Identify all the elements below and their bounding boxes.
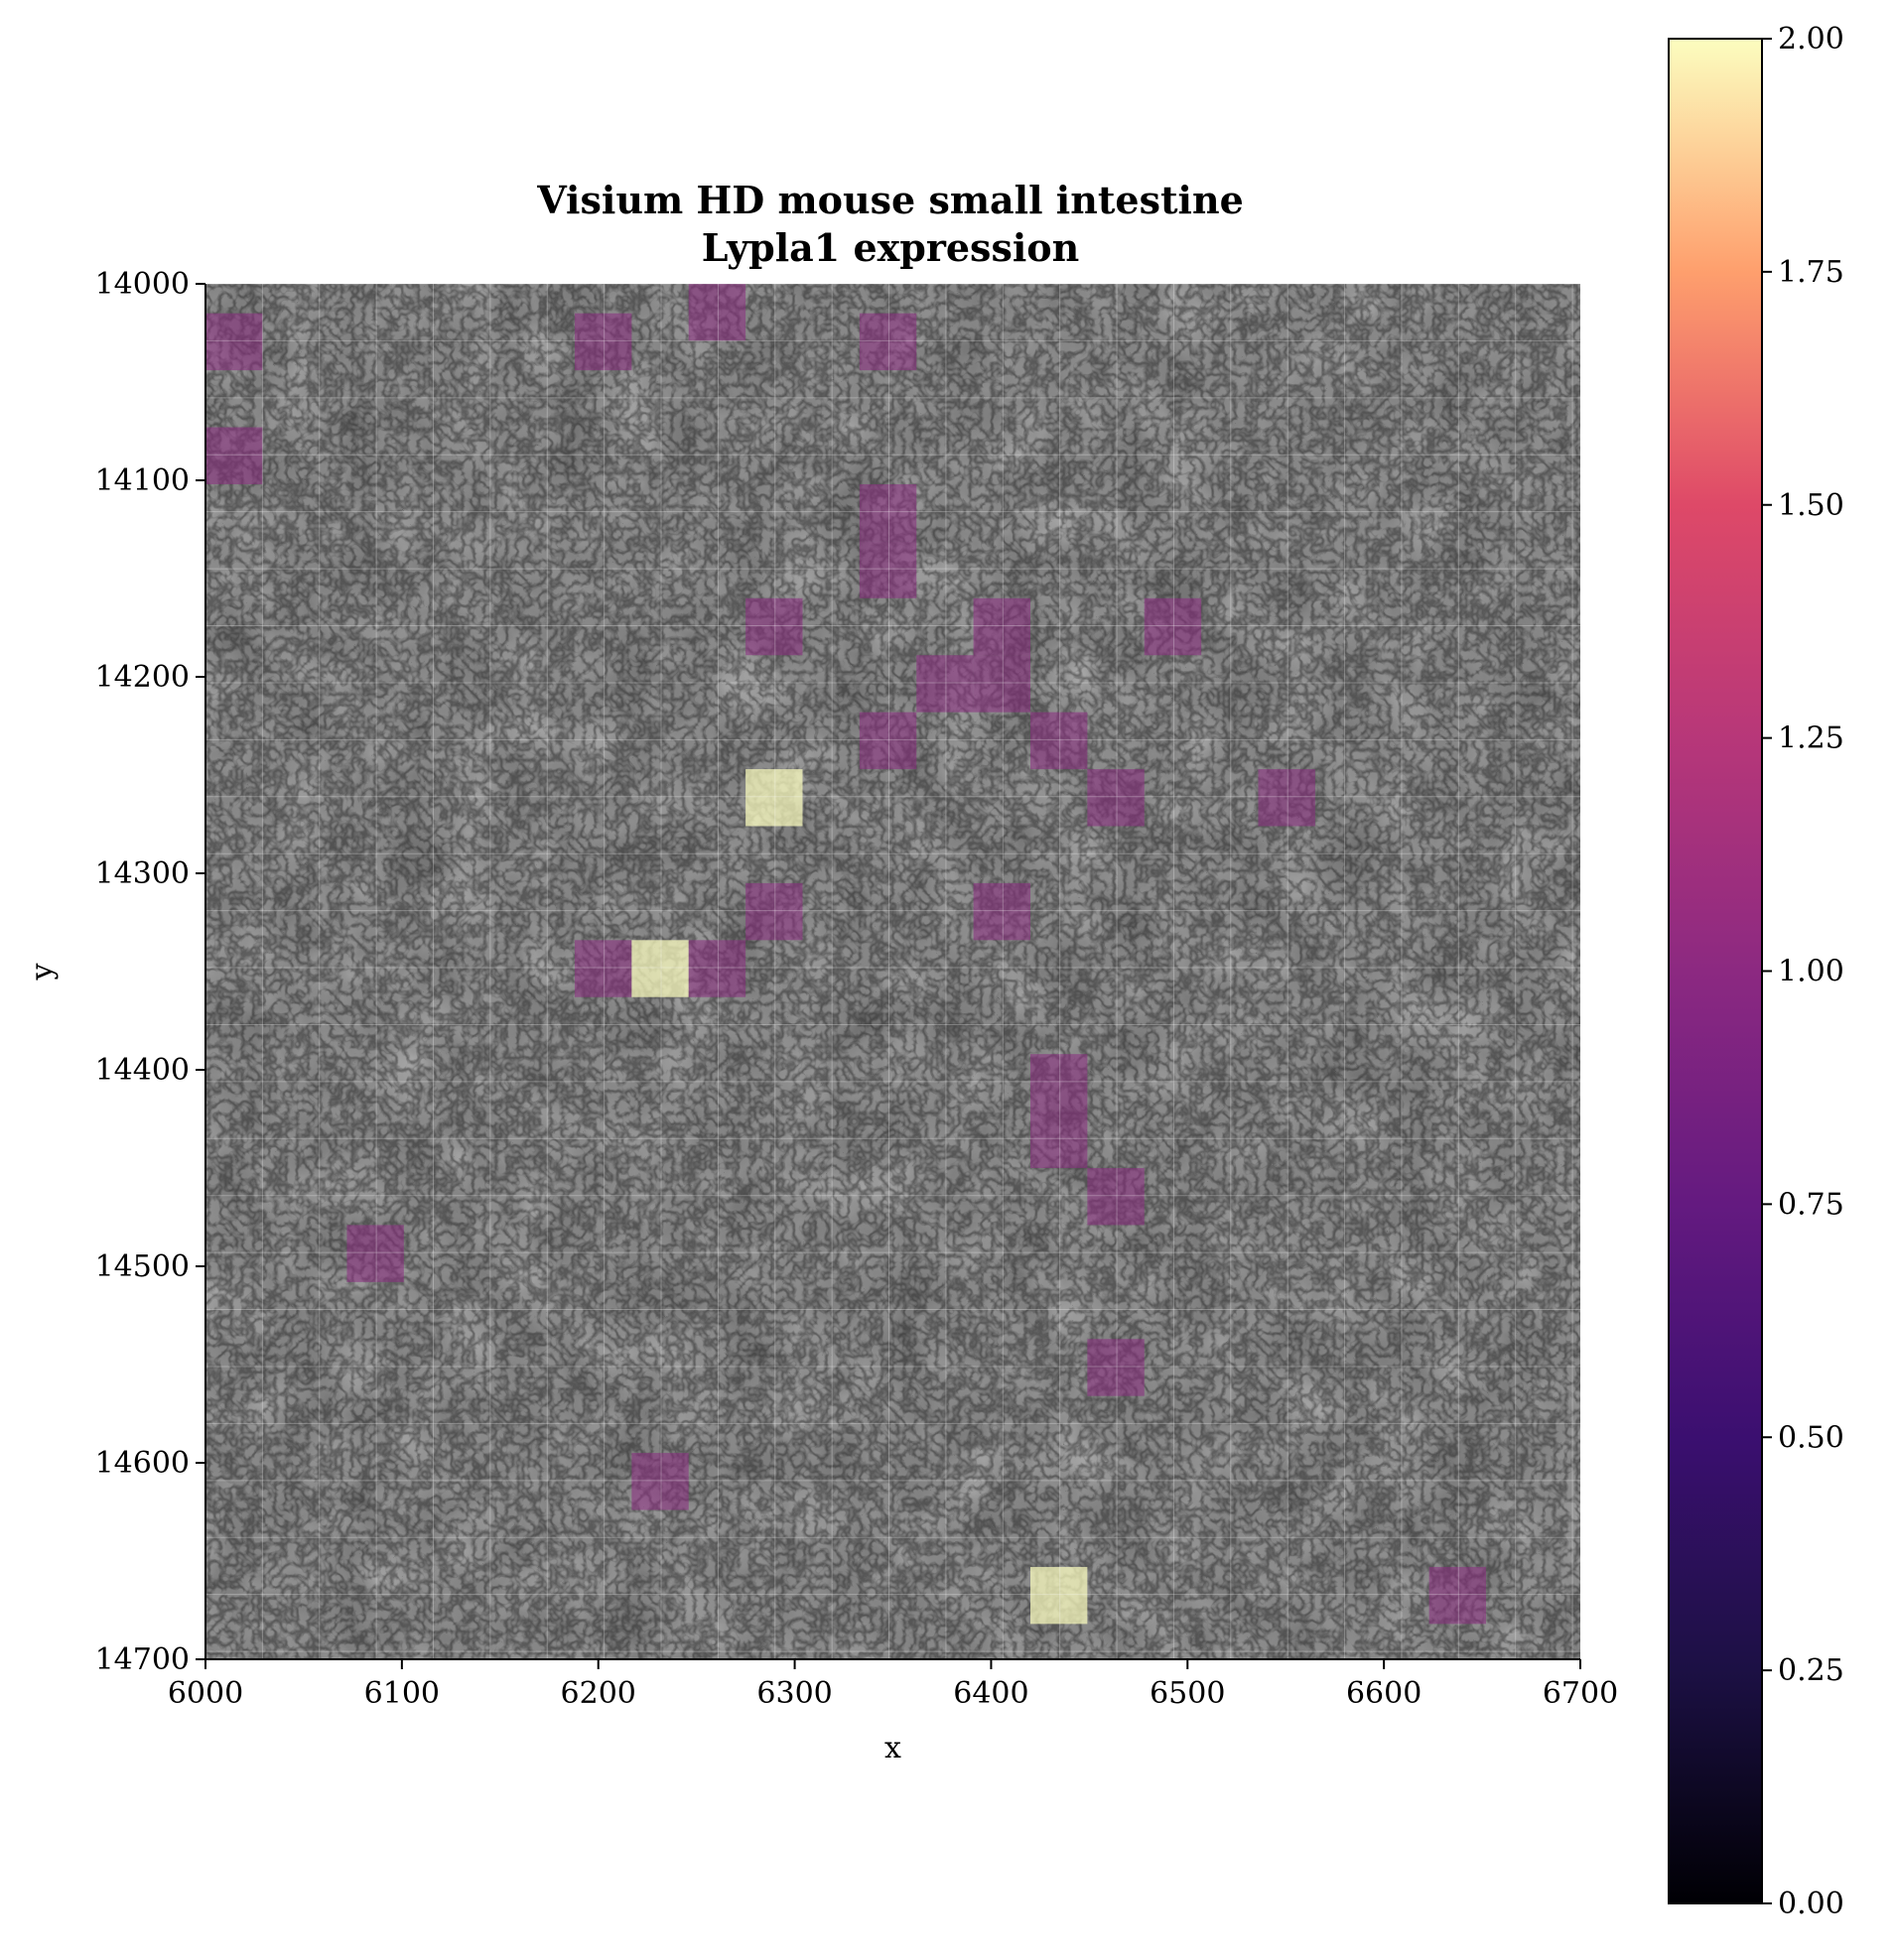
expression-bin: [205, 427, 263, 484]
expression-bin: [973, 655, 1030, 713]
expression-bin: [859, 541, 917, 598]
colorbar: 0.00 0.25 0.50 0.75 1.00 1.25 1.50 1.75 2.00: [1668, 22, 1844, 1921]
expression-bin: [1144, 597, 1202, 656]
colorbar-tick-label: 1.50: [1778, 488, 1844, 523]
chart-title: Visium HD mouse small intestine: [536, 178, 1244, 222]
colorbar-ticks: 0.00 0.25 0.50 0.75 1.00 1.25 1.50 1.75 2.00: [1762, 22, 1844, 1921]
x-tick-label: 6100: [364, 1676, 440, 1711]
expression-bin: [1030, 1054, 1088, 1111]
colorbar-tick-label: 2.00: [1778, 22, 1844, 57]
expression-bin: [745, 882, 803, 941]
expression-bin: [859, 712, 917, 770]
expression-bin: [745, 597, 803, 656]
expression-bin: [1087, 1168, 1145, 1226]
expression-bin: [688, 940, 746, 997]
expression-bin: [859, 313, 917, 371]
x-tick-label: 6200: [561, 1676, 636, 1711]
expression-bin: [1087, 1339, 1145, 1396]
expression-bin: [205, 313, 263, 371]
x-tick-label: 6700: [1543, 1676, 1618, 1711]
expression-bin: [346, 1225, 404, 1282]
colorbar-tick-label: 0.75: [1778, 1187, 1844, 1222]
expression-bin: [745, 769, 803, 827]
x-axis: 6000 6100 6200 6300 6400 6500 6600 6700: [168, 1658, 1618, 1711]
expression-bin: [916, 655, 974, 713]
x-tick-label: 6500: [1150, 1676, 1225, 1711]
expression-bin: [1030, 1111, 1088, 1168]
expression-bin: [631, 1453, 689, 1510]
y-axis-label: y: [25, 963, 60, 980]
expression-bin: [973, 597, 1030, 656]
bin-grid: [205, 284, 1580, 1659]
y-tick-label: 14000: [95, 267, 190, 302]
y-axis: 14000 14100 14200 14300 14400 14500 14600 14700: [95, 267, 206, 1677]
expression-bin: [1428, 1566, 1487, 1625]
x-tick-label: 6400: [953, 1676, 1028, 1711]
y-tick-label: 14400: [95, 1053, 190, 1088]
expression-bin: [631, 940, 689, 997]
y-tick-label: 14600: [95, 1446, 190, 1481]
colorbar-tick-label: 1.25: [1778, 721, 1844, 756]
y-tick-label: 14500: [95, 1249, 190, 1284]
colorbar-tick-label: 0.00: [1778, 1887, 1844, 1921]
y-tick-label: 14100: [95, 463, 190, 498]
x-tick-label: 6600: [1346, 1676, 1421, 1711]
colorbar-tick-label: 0.25: [1778, 1653, 1844, 1688]
x-axis-label: x: [884, 1731, 901, 1765]
plot-area: [205, 284, 1580, 1659]
colorbar-tick-label: 0.50: [1778, 1420, 1844, 1455]
x-tick-label: 6300: [756, 1676, 832, 1711]
x-tick-label: 6000: [168, 1676, 243, 1711]
expression-bin: [1087, 769, 1145, 827]
colorbar-gradient: [1668, 38, 1763, 1904]
y-tick-label: 14700: [95, 1642, 190, 1677]
expression-bin: [574, 940, 632, 997]
colorbar-tick-label: 1.75: [1778, 255, 1844, 290]
expression-bin: [859, 483, 917, 542]
expression-bin: [1030, 1566, 1088, 1625]
chart-subtitle: Lypla1 expression: [702, 225, 1080, 270]
colorbar-tick-label: 1.00: [1778, 955, 1844, 989]
expression-bin: [574, 313, 632, 371]
expression-bin: [688, 284, 746, 341]
expression-bin: [973, 882, 1030, 941]
expression-bins: [205, 284, 1487, 1625]
y-tick-label: 14300: [95, 856, 190, 891]
y-tick-label: 14200: [95, 660, 190, 695]
expression-bin: [1258, 769, 1315, 827]
expression-bin: [1030, 712, 1088, 770]
